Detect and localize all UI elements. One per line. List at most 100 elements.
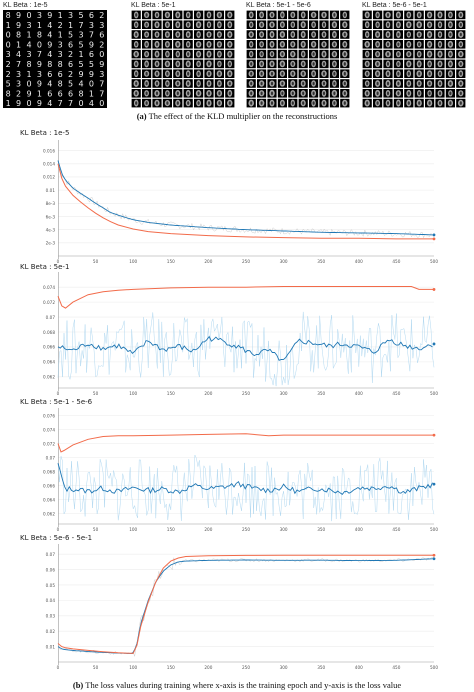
y-tick-label: 0.062 — [43, 375, 55, 380]
recon-tile — [14, 49, 24, 59]
x-tick-label: 450 — [392, 259, 400, 264]
endpoint-marker — [432, 433, 436, 437]
recon-tiles — [246, 10, 350, 108]
svg-text:1: 1 — [16, 40, 21, 49]
recon-tile — [76, 79, 86, 88]
svg-text:4: 4 — [89, 99, 94, 108]
y-tick-label: 0.068 — [43, 469, 55, 474]
recon-tile — [66, 89, 76, 98]
svg-text:4: 4 — [16, 50, 21, 59]
val-loss-line — [57, 286, 434, 309]
recon-tile — [45, 79, 55, 88]
raw-loss-line — [57, 454, 435, 522]
x-tick-label: 250 — [242, 391, 250, 396]
recon-tile — [97, 89, 107, 98]
recon-tile — [97, 98, 107, 108]
recon-tile — [3, 98, 13, 108]
svg-text:0: 0 — [6, 40, 11, 49]
x-tick-label: 150 — [167, 259, 175, 264]
recon-image-grid — [246, 10, 350, 108]
svg-text:1: 1 — [6, 21, 11, 30]
endpoint-marker — [432, 553, 436, 557]
x-tick-label: 200 — [204, 259, 212, 264]
recon-tile — [24, 40, 34, 49]
recon-tile — [34, 49, 44, 59]
recon-tile — [55, 69, 65, 78]
y-tick-label: 0.01 — [46, 188, 56, 193]
svg-text:0: 0 — [99, 50, 104, 59]
recon-tile — [34, 98, 44, 108]
recon-tile — [86, 98, 96, 108]
raw-loss-line — [57, 311, 435, 387]
val-loss-line — [57, 433, 434, 453]
recon-tile — [24, 79, 34, 88]
caption-a: (a) The effect of the KLD multiplier on … — [0, 111, 474, 121]
svg-text:3: 3 — [58, 40, 63, 49]
y-tick-label: 2e-3 — [46, 241, 56, 246]
recon-tile — [66, 69, 76, 78]
svg-text:5: 5 — [89, 60, 94, 69]
y-tick-label: 0.062 — [43, 511, 55, 516]
recon-tile — [14, 20, 24, 29]
svg-text:8: 8 — [6, 89, 11, 98]
svg-text:2: 2 — [58, 21, 63, 30]
recon-label: KL Beta : 5e-1 - 5e-6 — [246, 2, 311, 9]
y-tick-label: 0.05 — [46, 583, 56, 588]
x-tick-label: 100 — [129, 259, 137, 264]
recon-tile — [24, 10, 34, 20]
recon-tile — [3, 20, 13, 29]
x-tick-label: 450 — [392, 391, 400, 396]
x-tick-label: 250 — [242, 259, 250, 264]
svg-text:2: 2 — [99, 40, 104, 49]
svg-text:5: 5 — [6, 80, 11, 89]
loss-charts-svg: KL Beta : 1e-5 0.016 0.014 0.012 0.01 8e-3 6e-… — [20, 129, 438, 670]
caption-text: The loss values during training where x-… — [85, 680, 402, 690]
svg-text:4: 4 — [47, 21, 52, 30]
val-loss-line — [57, 554, 434, 654]
recon-image-grid — [131, 10, 235, 108]
recon-tile — [45, 49, 55, 59]
recon-tile — [76, 40, 86, 49]
x-tick-label: 50 — [93, 665, 99, 670]
recon-tile — [3, 30, 13, 39]
recon-tile — [34, 59, 44, 69]
svg-text:8: 8 — [26, 60, 31, 69]
svg-text:6: 6 — [68, 60, 73, 69]
chart-title: KL Beta : 5e-6 - 5e-1 — [20, 534, 92, 542]
svg-text:3: 3 — [68, 11, 73, 20]
svg-text:0: 0 — [26, 99, 31, 108]
recon-tile — [14, 40, 24, 49]
svg-text:9: 9 — [16, 99, 21, 108]
x-tick-label: 50 — [93, 259, 99, 264]
y-tick-label: 0.07 — [46, 455, 56, 460]
recon-tile — [45, 69, 55, 78]
smoothed-loss-line — [57, 335, 433, 361]
recon-tile — [24, 98, 34, 108]
svg-text:3: 3 — [26, 21, 31, 30]
recon-tile — [55, 89, 65, 98]
svg-text:7: 7 — [99, 80, 104, 89]
smoothed-loss-line — [57, 463, 433, 496]
x-tick-label: 0 — [57, 391, 60, 396]
svg-text:9: 9 — [47, 11, 52, 20]
recon-label: KL Beta : 1e-5 — [3, 2, 48, 9]
x-tick-label: 250 — [242, 527, 250, 532]
x-tick-label: 100 — [129, 391, 137, 396]
y-tick-label: 0.016 — [43, 148, 55, 153]
svg-text:7: 7 — [58, 99, 63, 108]
recon-tile — [97, 20, 107, 29]
svg-text:7: 7 — [78, 21, 83, 30]
endpoint-marker — [432, 557, 436, 561]
recon-tile — [3, 79, 13, 88]
svg-text:9: 9 — [37, 60, 42, 69]
recon-tile — [66, 40, 76, 49]
x-tick-label: 350 — [317, 665, 325, 670]
svg-text:3: 3 — [16, 80, 21, 89]
recon-tile — [76, 89, 86, 98]
caption-tag: (a) — [136, 111, 147, 121]
recon-tiles — [362, 10, 466, 108]
recon-tile — [14, 30, 24, 39]
endpoint-marker — [432, 237, 436, 241]
svg-text:9: 9 — [89, 70, 94, 79]
